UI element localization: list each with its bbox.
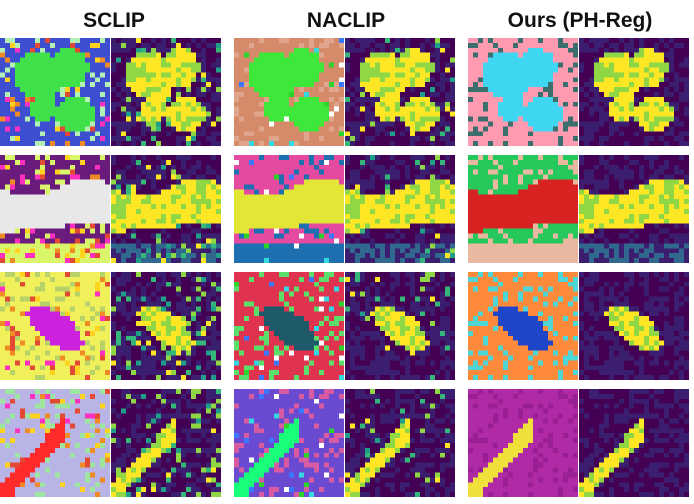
column-title-sclip: SCLIP [83, 9, 145, 32]
panel-naclip-similarity-heatmap-bird [345, 389, 455, 497]
similarity-heatmap-image [111, 272, 221, 380]
similarity-heatmap-image [111, 389, 221, 497]
panel-sclip-pca-feature-map-bird [0, 389, 110, 497]
panel-naclip-pca-feature-map-island-map [234, 272, 344, 380]
pca-feature-image [0, 389, 110, 497]
panel-naclip-pca-feature-map-flowers [234, 38, 344, 146]
panel-ours-pca-feature-map-island-map [468, 272, 578, 380]
panel-ours-similarity-heatmap-island-map [579, 272, 689, 380]
panel-sclip-similarity-heatmap-bird [111, 389, 221, 497]
similarity-heatmap-image [345, 38, 455, 146]
pca-feature-image [0, 38, 110, 146]
similarity-heatmap-image [345, 389, 455, 497]
pca-feature-image [0, 155, 110, 263]
pca-feature-image [468, 272, 578, 380]
similarity-heatmap-image [579, 389, 689, 497]
panel-ours-similarity-heatmap-bird [579, 389, 689, 497]
panel-naclip-similarity-heatmap-island-map [345, 272, 455, 380]
pca-feature-image [468, 38, 578, 146]
panel-naclip-pca-feature-map-shoreline [234, 155, 344, 263]
pca-feature-image [234, 272, 344, 380]
panel-ours-pca-feature-map-shoreline [468, 155, 578, 263]
column-title-naclip: NACLIP [306, 9, 386, 32]
panel-sclip-pca-feature-map-island-map [0, 272, 110, 380]
similarity-heatmap-image [345, 272, 455, 380]
similarity-heatmap-image [111, 38, 221, 146]
panel-sclip-similarity-heatmap-shoreline [111, 155, 221, 263]
panel-sclip-similarity-heatmap-island-map [111, 272, 221, 380]
panel-ours-similarity-heatmap-flowers [579, 38, 689, 146]
panel-sclip-pca-feature-map-shoreline [0, 155, 110, 263]
similarity-heatmap-image [579, 155, 689, 263]
pca-feature-image [234, 155, 344, 263]
panel-sclip-pca-feature-map-flowers [0, 38, 110, 146]
panel-naclip-similarity-heatmap-shoreline [345, 155, 455, 263]
similarity-heatmap-image [345, 155, 455, 263]
pca-feature-image [468, 389, 578, 497]
pca-feature-image [234, 38, 344, 146]
panel-ours-pca-feature-map-flowers [468, 38, 578, 146]
panel-naclip-pca-feature-map-bird [234, 389, 344, 497]
pca-feature-image [468, 155, 578, 263]
panel-naclip-similarity-heatmap-flowers [345, 38, 455, 146]
similarity-heatmap-image [111, 155, 221, 263]
panel-ours-similarity-heatmap-shoreline [579, 155, 689, 263]
similarity-heatmap-image [579, 38, 689, 146]
panel-ours-pca-feature-map-bird [468, 389, 578, 497]
pca-feature-image [234, 389, 344, 497]
column-title-ours: Ours (PH-Reg) [507, 9, 653, 32]
pca-feature-image [0, 272, 110, 380]
panel-sclip-similarity-heatmap-flowers [111, 38, 221, 146]
similarity-heatmap-image [579, 272, 689, 380]
